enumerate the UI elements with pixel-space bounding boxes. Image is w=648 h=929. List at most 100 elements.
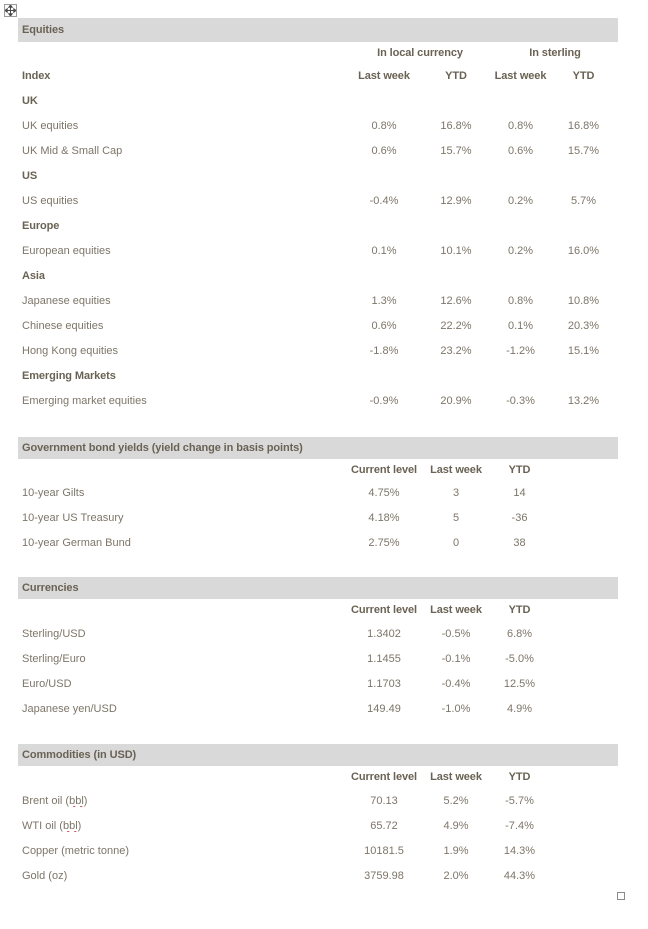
equities-section-header: Equities (18, 18, 618, 42)
value-cell: 1.1455 (367, 652, 401, 665)
table-row: Hong Kong equities -1.8% 23.2% -1.2% 15.… (18, 338, 618, 363)
region-label: Emerging Markets (22, 369, 116, 382)
commodities-column-header-row: Current level Last week YTD (18, 766, 618, 788)
row-label: Sterling/USD (22, 627, 86, 640)
equities-column-header-row: Index Last week YTD Last week YTD (18, 63, 618, 88)
value-cell: 12.9% (440, 194, 472, 207)
value-cell: 0.8% (507, 119, 534, 132)
column-header-index: Index (22, 69, 51, 82)
column-header-current-level: Current level (351, 463, 417, 476)
currency-group-header-row: In local currency In sterling (18, 42, 618, 63)
value-cell: 10.8% (567, 294, 600, 307)
table-row: Chinese equities 0.6% 22.2% 0.1% 20.3% (18, 313, 618, 338)
value-cell: 38 (513, 536, 526, 549)
value-cell: 0.8% (507, 294, 534, 307)
section-title: Equities (22, 24, 64, 36)
value-cell: 0 (452, 536, 460, 549)
table-row: Sterling/USD 1.3402 -0.5% 6.8% (18, 621, 618, 646)
table-row: Emerging market equities -0.9% 20.9% -0.… (18, 388, 618, 413)
row-label: European equities (22, 244, 111, 257)
value-cell: 1.3% (371, 294, 397, 307)
row-label: 10-year US Treasury (22, 511, 124, 524)
column-header-last-week: Last week (430, 771, 482, 783)
equities-section: Equities In local currency In sterling I… (18, 18, 618, 413)
row-label: Brent oil (bbl) (22, 794, 88, 807)
row-label: Japanese yen/USD (22, 702, 117, 715)
table-resize-handle-icon[interactable] (617, 892, 625, 900)
table-row: UK equities 0.8% 16.8% 0.8% 16.8% (18, 113, 618, 138)
value-cell: 65.72 (370, 819, 398, 832)
value-cell: 5.7% (570, 194, 597, 207)
row-label: UK Mid & Small Cap (22, 144, 123, 157)
commodities-section: Commodities (in USD) Current level Last … (18, 744, 618, 888)
table-row: Japanese equities 1.3% 12.6% 0.8% 10.8% (18, 288, 618, 313)
value-cell: 4.9% (506, 702, 533, 715)
value-cell: -0.3% (506, 394, 535, 407)
section-title: Currencies (22, 582, 79, 594)
row-label: Sterling/Euro (22, 652, 86, 665)
column-header-last-week-sterling: Last week (494, 69, 547, 82)
value-cell: -0.1% (441, 652, 471, 665)
row-label: Hong Kong equities (22, 344, 119, 357)
region-header-row: US (18, 163, 618, 188)
table-row: Gold (oz) 3759.98 2.0% 44.3% (18, 863, 618, 888)
table-row: UK Mid & Small Cap 0.6% 15.7% 0.6% 15.7% (18, 138, 618, 163)
value-cell: 10181.5 (364, 844, 404, 857)
value-cell: 20.9% (440, 394, 472, 407)
bonds-section-header: Government bond yields (yield change in … (18, 437, 618, 459)
value-cell: 13.2% (567, 394, 600, 407)
group-header-sterling: In sterling (529, 46, 581, 59)
table-row: WTI oil (bbl) 65.72 4.9% -7.4% (18, 813, 618, 838)
region-label: Europe (22, 219, 60, 232)
value-cell: 0.1% (507, 319, 534, 332)
section-title: Government bond yields (yield change in … (22, 442, 303, 454)
section-gap (18, 721, 618, 744)
column-header-current-level: Current level (351, 771, 417, 783)
value-cell: -1.8% (369, 344, 399, 357)
value-cell: -1.2% (506, 344, 535, 357)
table-row: Japanese yen/USD 149.49 -1.0% 4.9% (18, 696, 618, 721)
table-row: 10-year German Bund 2.75% 0 38 (18, 530, 618, 555)
value-cell: 15.1% (567, 344, 600, 357)
row-label: 10-year Gilts (22, 486, 85, 499)
section-gap (18, 555, 618, 577)
currencies-section-header: Currencies (18, 577, 618, 599)
market-summary-document: Equities In local currency In sterling I… (18, 18, 618, 888)
value-cell: 16.8% (440, 119, 472, 132)
value-cell: 14.3% (503, 844, 536, 857)
value-cell: 16.0% (567, 244, 600, 257)
value-cell: 10.1% (440, 244, 472, 257)
table-move-handle-icon[interactable] (4, 4, 17, 17)
misspelled-word: bbl (69, 794, 84, 807)
group-header-local-currency: In local currency (377, 46, 463, 59)
value-cell: 20.3% (567, 319, 600, 332)
column-header-current-level: Current level (351, 604, 417, 616)
value-cell: 5.2% (443, 794, 469, 807)
table-row: Sterling/Euro 1.1455 -0.1% -5.0% (18, 646, 618, 671)
table-row: Brent oil (bbl) 70.13 5.2% -5.7% (18, 788, 618, 813)
table-row: 10-year US Treasury 4.18% 5 -36 (18, 505, 618, 530)
column-header-last-week: Last week (430, 463, 482, 476)
table-row: 10-year Gilts 4.75% 3 14 (18, 480, 618, 505)
value-cell: 1.9% (443, 844, 469, 857)
value-cell: 1.1703 (367, 677, 401, 690)
value-cell: -0.4% (369, 194, 399, 207)
value-cell: -5.7% (505, 794, 534, 807)
value-cell: 0.6% (507, 144, 534, 157)
value-cell: -0.5% (441, 627, 471, 640)
value-cell: -36 (511, 511, 528, 524)
value-cell: 2.75% (368, 536, 400, 549)
value-cell: 6.8% (506, 627, 533, 640)
column-header-last-week: Last week (430, 604, 482, 616)
currencies-column-header-row: Current level Last week YTD (18, 599, 618, 621)
value-cell: -5.0% (505, 652, 534, 665)
region-header-row: Europe (18, 213, 618, 238)
value-cell: 23.2% (440, 344, 472, 357)
currencies-section: Currencies Current level Last week YTD S… (18, 577, 618, 721)
column-header-ytd: YTD (508, 604, 531, 616)
row-label: Emerging market equities (22, 394, 147, 407)
value-cell: 3 (452, 486, 460, 499)
value-cell: 44.3% (503, 869, 536, 882)
value-cell: 1.3402 (367, 627, 401, 640)
four-way-arrow-icon (5, 5, 16, 16)
